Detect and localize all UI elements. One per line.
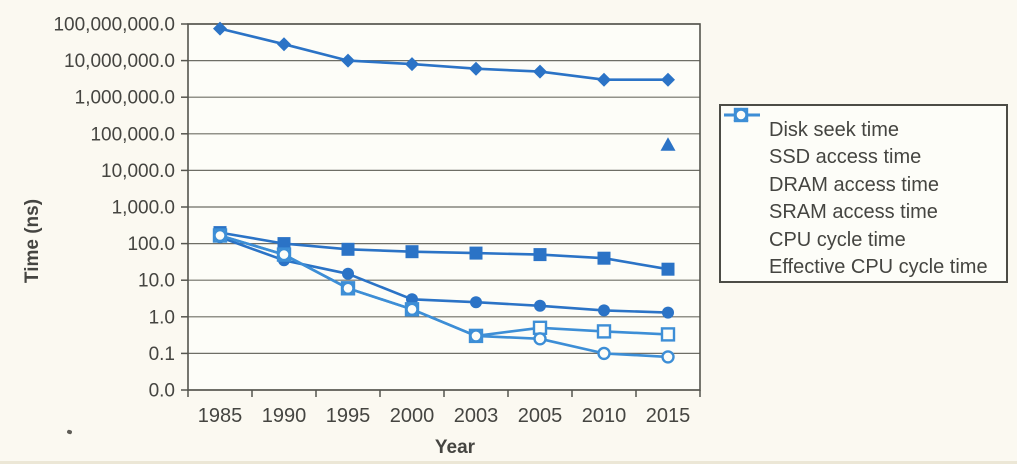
y-tick-label: 0.1 — [149, 344, 175, 365]
marker-square — [661, 262, 675, 276]
marker-diamond — [597, 72, 611, 87]
y-tick-label: 10,000.0 — [101, 161, 175, 182]
marker-circle-open — [469, 329, 483, 343]
legend-item-cpu-cycle-time: CPU cycle time — [724, 107, 1006, 254]
y-tick-label: 0.0 — [149, 381, 175, 402]
marker-square — [277, 237, 291, 251]
x-tick-label: 1995 — [326, 405, 371, 427]
y-tick-label: 1,000.0 — [112, 198, 175, 219]
marker-circle-open — [533, 332, 547, 346]
legend-box: Disk seek time SSD access time DRAM acce… — [719, 104, 1008, 283]
marker-square — [405, 245, 419, 259]
x-tick-label: 2015 — [646, 405, 691, 427]
x-tick-label: 1985 — [198, 405, 243, 427]
square-open-marker-icon — [724, 107, 769, 249]
marker-circle — [662, 306, 674, 319]
y-tick-label: 10,000,000.0 — [64, 51, 175, 72]
marker-circle-open — [341, 281, 355, 295]
marker-circle — [598, 304, 610, 317]
triangle-marker-icon — [724, 107, 769, 166]
x-tick-label: 1990 — [262, 405, 307, 427]
marker-circle-open — [734, 108, 748, 122]
x-tick-label: 2000 — [390, 405, 435, 427]
marker-square-open — [660, 327, 676, 342]
legend-item-disk-seek-time: Disk seek time — [724, 108, 1006, 144]
legend-label: DRAM access time — [769, 173, 940, 196]
y-tick-label: 100.0 — [127, 234, 175, 255]
legend-label: CPU cycle time — [769, 228, 906, 251]
marker-circle-open — [661, 350, 675, 364]
series-line-sram-access-time — [218, 235, 670, 314]
legend-item-sram-access-time: SRAM access time — [724, 109, 1006, 227]
y-tick-label: 1.0 — [149, 307, 175, 328]
y-tick-label: 100,000,000.0 — [53, 15, 175, 36]
legend-label: SSD access time — [769, 146, 922, 169]
marker-circle — [534, 299, 546, 312]
y-tick-label: 1,000,000.0 — [75, 88, 175, 109]
legend-label: SRAM access time — [769, 201, 938, 224]
x-axis-title: Year — [434, 437, 476, 458]
marker-circle-open — [277, 247, 291, 262]
circle-open-marker-icon — [724, 108, 769, 276]
marker-circle-open — [597, 346, 611, 361]
marker-diamond — [213, 21, 227, 36]
marker-square-open — [596, 324, 612, 339]
series-line-disk-seek-time — [218, 27, 670, 81]
marker-square — [597, 251, 611, 265]
marker-triangle — [660, 137, 676, 151]
marker-diamond — [469, 61, 483, 76]
legend-item-ssd-access-time: SSD access time — [724, 107, 1006, 172]
x-tick-label: 2005 — [518, 405, 563, 427]
marker-diamond — [341, 53, 355, 68]
marker-square — [533, 248, 547, 262]
legend-item-effective-cpu-cycle-time: Effective CPU cycle time — [724, 108, 1006, 282]
marker-diamond — [405, 57, 419, 72]
series-line-effective-cpu-cycle-time — [218, 234, 670, 359]
marker-circle-open — [405, 302, 419, 316]
marker-diamond — [277, 37, 291, 52]
marker-square — [341, 242, 355, 256]
x-tick-label: 2010 — [582, 405, 627, 427]
marker-circle — [470, 296, 482, 309]
marker-diamond — [533, 64, 547, 79]
marker-square-open — [532, 320, 548, 335]
series-line-dram-access-time — [218, 231, 670, 271]
y-axis-title: Time (ns) — [22, 198, 43, 284]
legend-label: Effective CPU cycle time — [769, 256, 988, 279]
y-tick-label: 10.0 — [138, 271, 175, 292]
marker-circle — [342, 267, 354, 280]
x-tick-label: 2003 — [454, 405, 499, 427]
legend-item-dram-access-time: DRAM access time — [724, 108, 1006, 199]
marker-circle-open — [213, 228, 227, 243]
legend-label: Disk seek time — [769, 118, 900, 141]
square-marker-icon — [724, 108, 769, 194]
marker-square — [469, 246, 483, 260]
y-tick-label: 100,000.0 — [90, 124, 175, 145]
marker-diamond — [661, 72, 675, 87]
circle-marker-icon — [724, 109, 769, 221]
